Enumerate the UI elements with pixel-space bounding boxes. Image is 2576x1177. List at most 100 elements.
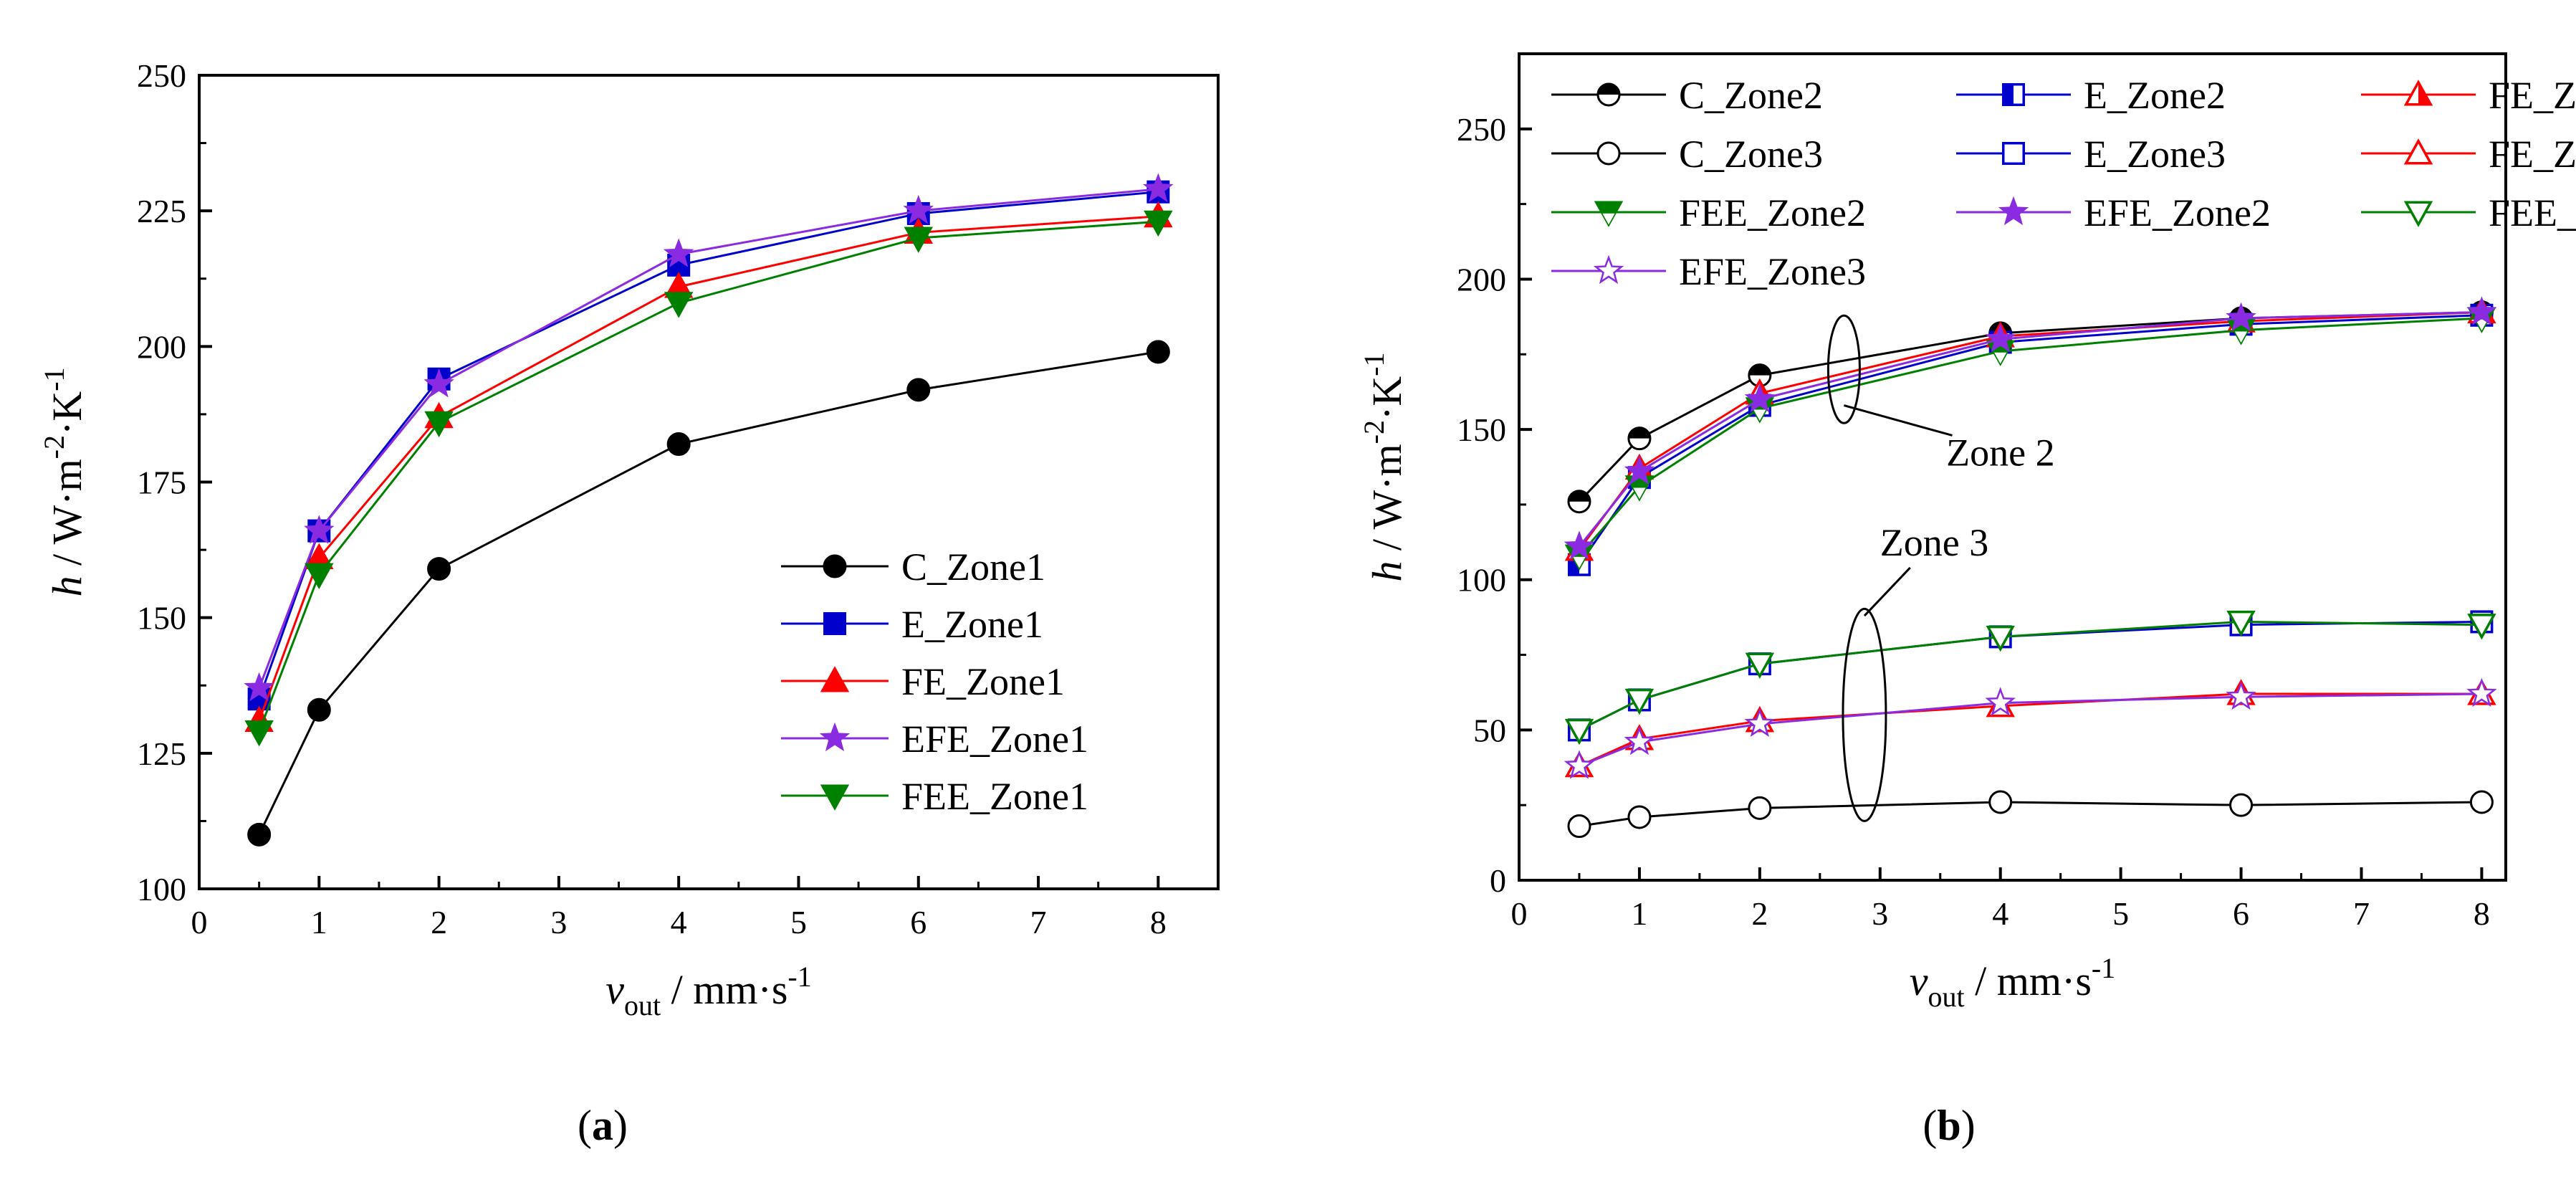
legend: C_Zone2 E_Zone2 FE_Zone2 C_Zone3 E_Zone3 FE_Z… xyxy=(1551,74,2576,293)
y-tick-label: 200 xyxy=(1457,261,1506,297)
legend-label: E_Zone3 xyxy=(2084,133,2226,176)
series-line-FEE_Zone2 xyxy=(1578,317,2482,557)
series-line-C_Zone1 xyxy=(258,351,1159,835)
legend-label: EFE_Zone3 xyxy=(1679,250,1866,293)
zone3-leader xyxy=(1863,566,1911,617)
series-line-EFE_Zone3 xyxy=(1579,692,2482,768)
data-point-EFE_Zone1 xyxy=(304,515,335,544)
data-point-EFE_Zone3 xyxy=(1564,750,1595,779)
x-tick-label: 4 xyxy=(671,904,687,940)
zone2-leader xyxy=(1844,404,1953,437)
y-axis-label: h / W·m-2·K-1 xyxy=(38,367,90,596)
y-tick-label: 50 xyxy=(1473,712,1506,748)
series-C_Zone2 xyxy=(1567,300,2494,514)
y-tick-label: 175 xyxy=(137,464,186,501)
chart-panel-a: 0 1 2 3 4 5 6 7 8 100 125 150 175 200 225 250 vout / mm·… xyxy=(38,57,1220,1149)
data-point-EFE_Zone2 xyxy=(1985,323,2016,353)
x-tick-label: 6 xyxy=(2233,895,2249,932)
data-point-EFE_Zone3 xyxy=(2466,677,2497,707)
data-point-FEE_Zone2-fill2 xyxy=(1633,487,1646,500)
data-point-EFE_Zone2 xyxy=(2226,302,2256,331)
data-point-EFE_Zone2 xyxy=(1564,530,1595,560)
data-point-FEE_Zone2-fill2 xyxy=(1994,352,2007,364)
legend-marker-fill xyxy=(2418,82,2431,105)
data-point-C_Zone1 xyxy=(427,557,451,581)
data-point-EFE_Zone1 xyxy=(1143,173,1174,203)
data-point-EFE_Zone2 xyxy=(1624,455,1655,485)
data-point-EFE_Zone1 xyxy=(663,238,694,267)
zone3-ellipse xyxy=(1842,607,1887,822)
legend-marker xyxy=(2403,201,2433,227)
series-FEE_Zone1 xyxy=(244,210,1173,747)
x-tick-label: 6 xyxy=(910,904,927,940)
chart-panel-b: 0 1 2 3 4 5 6 7 8 0 50 100 150 200 250 vout / mm·s-1 h /… xyxy=(1358,52,2576,1149)
data-point-C_Zone1 xyxy=(247,822,272,847)
x-tick-label: 8 xyxy=(1150,904,1167,940)
data-point-C_Zone1 xyxy=(1146,340,1170,364)
legend-marker xyxy=(2002,142,2025,165)
y-tick-label: 250 xyxy=(137,57,186,94)
y-tick-label: 125 xyxy=(137,735,186,772)
data-point-FEE_Zone3 xyxy=(2226,610,2256,637)
data-point-C_Zone2-fill xyxy=(1628,427,1650,439)
data-point-FEE_Zone3 xyxy=(1745,652,1775,679)
data-point-C_Zone3 xyxy=(2469,790,2494,814)
data-point-FEE_Zone2-fill2 xyxy=(2475,319,2489,331)
data-point-EFE_Zone2 xyxy=(1744,383,1776,413)
series-EFE_Zone1 xyxy=(244,173,1174,702)
legend-marker xyxy=(820,784,850,811)
legend-label: E_Zone1 xyxy=(901,603,1043,646)
zone2-label: Zone 2 xyxy=(1946,431,2054,474)
legend-marker xyxy=(1998,196,2029,226)
legend-marker xyxy=(1596,141,1621,166)
series-FE_Zone1 xyxy=(244,201,1173,732)
zone3-label: Zone 3 xyxy=(1880,521,1988,564)
x-tick-label: 2 xyxy=(1751,895,1768,932)
series-line-FE_Zone1 xyxy=(258,215,1159,721)
data-point-FEE_Zone1 xyxy=(244,720,274,747)
data-point-FEE_Zone1 xyxy=(424,411,454,438)
series-line-EFE_Zone1 xyxy=(258,188,1159,689)
data-point-EFE_Zone3 xyxy=(1744,707,1776,737)
legend-label: C_Zone2 xyxy=(1679,74,1823,117)
legend-marker xyxy=(823,554,847,578)
series-line-FEE_Zone1 xyxy=(258,220,1159,733)
data-point-C_Zone3 xyxy=(2229,793,2254,817)
data-point-EFE_Zone3 xyxy=(1985,687,2016,716)
x-axis-label: vout / mm·s-1 xyxy=(605,961,811,1021)
legend-label: FEE_Zone1 xyxy=(901,775,1088,818)
legend-marker-fill xyxy=(1598,84,1619,95)
y-tick-label: 100 xyxy=(1457,562,1506,599)
data-point-C_Zone3 xyxy=(1567,814,1591,839)
data-point-C_Zone3 xyxy=(1988,790,2013,814)
data-point-FEE_Zone3 xyxy=(2467,614,2496,640)
data-point-FEE_Zone3 xyxy=(1986,625,2015,652)
legend-label: FEE_Zone3 xyxy=(2489,191,2576,234)
legend-marker xyxy=(823,612,846,635)
data-point-C_Zone1 xyxy=(906,378,931,402)
data-point-C_Zone3 xyxy=(1748,796,1772,820)
panel-label: (b) xyxy=(1923,1102,1975,1149)
data-point-C_Zone1 xyxy=(666,432,691,457)
x-tick-label: 4 xyxy=(1992,895,2008,932)
x-tick-label: 0 xyxy=(191,904,208,940)
legend-marker-fill2 xyxy=(1602,213,1615,225)
data-point-FEE_Zone1 xyxy=(904,227,933,253)
y-tick-label: 100 xyxy=(137,871,186,907)
legend-label: EFE_Zone2 xyxy=(2084,191,2271,234)
x-tick-label: 1 xyxy=(1631,895,1647,932)
panel-label: (a) xyxy=(578,1102,628,1149)
series-FE_Zone2 xyxy=(1564,297,2496,561)
y-tick-label: 150 xyxy=(137,600,186,637)
x-tick-label: 3 xyxy=(550,904,567,940)
data-point-EFE_Zone1 xyxy=(244,672,274,702)
data-point-FEE_Zone2-fill2 xyxy=(2234,331,2248,343)
legend-label: FE_Zone1 xyxy=(901,660,1065,703)
x-tick-label: 0 xyxy=(1511,895,1528,932)
data-point-FEE_Zone1 xyxy=(305,563,334,589)
series-FEE_Zone3 xyxy=(1564,610,2496,745)
data-point-FEE_Zone1 xyxy=(664,292,694,318)
y-tick-label: 250 xyxy=(1457,111,1506,148)
data-point-FEE_Zone3 xyxy=(1564,718,1594,745)
data-point-C_Zone3 xyxy=(1627,805,1652,829)
